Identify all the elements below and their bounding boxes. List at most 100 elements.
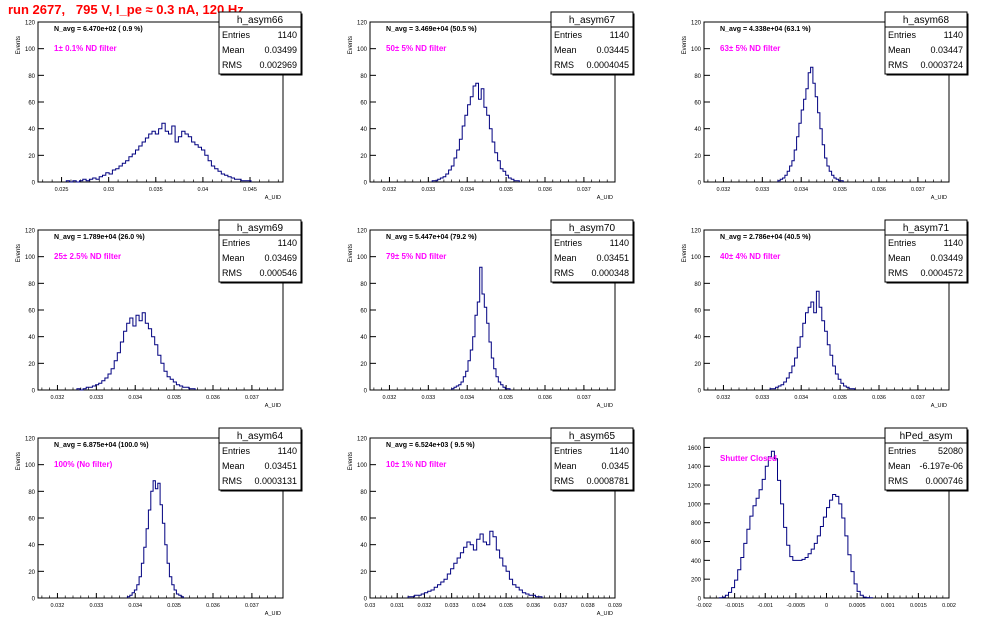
panel-h_asym69: 0 20 40 60 80 100 120 0.032 0.033 0.034 0.035 0.036… (16, 219, 303, 409)
y-tick-label: 40 (694, 127, 701, 133)
y-tick-label: 20 (694, 154, 701, 160)
stat-value: 0.03447 (930, 45, 963, 55)
x-tick-label: 0.032 (717, 395, 731, 401)
x-axis-title: A_UID (931, 403, 947, 409)
y-tick-label: 40 (360, 543, 367, 549)
y-tick-label: 60 (360, 101, 367, 107)
x-tick-label: 0.037 (245, 603, 259, 609)
y-tick-label: 80 (28, 74, 35, 80)
y-tick-label: 60 (360, 309, 367, 315)
stats-box (218, 427, 302, 491)
stat-value: 1140 (278, 30, 297, 40)
hist-title: h_asym67 (569, 15, 616, 26)
stat-value: 0.000546 (259, 268, 297, 278)
x-tick-label: 0.035 (499, 395, 513, 401)
panel-h_asym64: 0 20 40 60 80 100 120 0.032 0.033 0.034 0.035 0.036… (16, 427, 303, 617)
hist-title: hPed_asym (900, 431, 953, 442)
histogram-line (769, 290, 855, 390)
x-tick-label: 0.035 (167, 603, 181, 609)
stats-box (218, 11, 302, 75)
histogram-line (718, 450, 873, 599)
stat-name: Mean (554, 461, 577, 471)
y-axis-title: Events (16, 244, 22, 262)
y-tick-label: 20 (360, 570, 367, 576)
y-axis-title: Events (16, 452, 22, 470)
y-tick-label: 120 (357, 229, 368, 235)
x-tick-label: 0.032 (717, 187, 731, 193)
y-axis-title: Events (348, 244, 354, 262)
y-tick-label: 200 (691, 578, 702, 584)
hist-title: h_asym70 (569, 223, 616, 234)
x-axis-title: A_UID (265, 403, 281, 409)
y-tick-label: 80 (360, 282, 367, 288)
x-tick-label: 0.037 (245, 395, 259, 401)
histogram-line (65, 122, 252, 183)
y-tick-label: 80 (28, 282, 35, 288)
y-tick-label: 80 (360, 490, 367, 496)
stat-name: Entries (554, 30, 583, 40)
x-tick-label: 0.03 (365, 603, 376, 609)
x-tick-label: 0.036 (872, 187, 886, 193)
stat-name: Entries (222, 30, 251, 40)
x-tick-label: 0.037 (554, 603, 568, 609)
x-tick-label: 0.035 (833, 395, 847, 401)
navg-label: N_avg = 6.470e+02 ( 0.9 %) (54, 26, 143, 33)
y-tick-label: 20 (28, 570, 35, 576)
y-tick-label: 600 (691, 540, 702, 546)
x-tick-label: 0.035 (499, 603, 513, 609)
stat-name: RMS (888, 476, 908, 486)
x-tick-label: 0.036 (538, 187, 552, 193)
x-tick-label: 0.038 (581, 603, 595, 609)
x-tick-label: 0.037 (577, 395, 591, 401)
y-tick-label: 40 (28, 543, 35, 549)
x-tick-label: 0.035 (499, 187, 513, 193)
y-tick-label: 0 (698, 597, 702, 603)
x-tick-label: 0.036 (872, 395, 886, 401)
y-tick-label: 0 (364, 389, 368, 395)
filter-label: 25± 2.5% ND filter (54, 252, 121, 261)
x-tick-label: 0 (825, 603, 828, 609)
stat-value: 0.03451 (596, 253, 629, 263)
stat-name: Entries (888, 238, 917, 248)
x-tick-label: 0.035 (149, 187, 163, 193)
stat-value: 1140 (944, 30, 963, 40)
stat-name: Entries (222, 446, 251, 456)
x-tick-label: 0.031 (390, 603, 404, 609)
filter-label: 40± 4% ND filter (720, 252, 780, 261)
stat-name: Mean (554, 253, 577, 263)
x-tick-label: 0.045 (243, 187, 257, 193)
y-tick-label: 20 (28, 362, 35, 368)
panel-h_asym67: 0 20 40 60 80 100 120 0.032 0.033 0.034 0.035 0.036… (348, 11, 635, 201)
y-tick-label: 120 (357, 21, 368, 27)
y-tick-label: 1400 (688, 465, 702, 471)
stat-name: Entries (888, 446, 917, 456)
stat-name: Mean (222, 461, 245, 471)
x-tick-label: 0.037 (577, 187, 591, 193)
y-tick-label: 60 (694, 309, 701, 315)
y-tick-label: 20 (28, 154, 35, 160)
y-tick-label: 80 (694, 74, 701, 80)
filter-label: 10± 1% ND filter (386, 460, 446, 469)
x-tick-label: 0.037 (911, 187, 925, 193)
y-tick-label: 100 (357, 47, 368, 53)
navg-label: N_avg = 2.786e+04 (40.5 %) (720, 234, 811, 241)
x-tick-label: 0.035 (167, 395, 181, 401)
stat-value: -6.197e-06 (919, 461, 963, 471)
x-axis-title: A_UID (265, 611, 281, 617)
y-tick-label: 0 (32, 389, 36, 395)
y-tick-label: 60 (28, 309, 35, 315)
y-tick-label: 800 (691, 521, 702, 527)
stat-name: Mean (222, 45, 245, 55)
stat-name: Entries (554, 446, 583, 456)
y-axis-title: Events (682, 36, 688, 54)
stat-name: Mean (888, 45, 911, 55)
stat-value: 0.0004045 (586, 60, 629, 70)
hist-title: h_asym66 (237, 15, 284, 26)
y-tick-label: 100 (357, 463, 368, 469)
x-tick-label: 0.033 (89, 395, 103, 401)
stat-name: RMS (888, 60, 908, 70)
histogram-line (431, 82, 520, 182)
y-tick-label: 0 (32, 181, 36, 187)
x-tick-label: 0.032 (51, 395, 65, 401)
